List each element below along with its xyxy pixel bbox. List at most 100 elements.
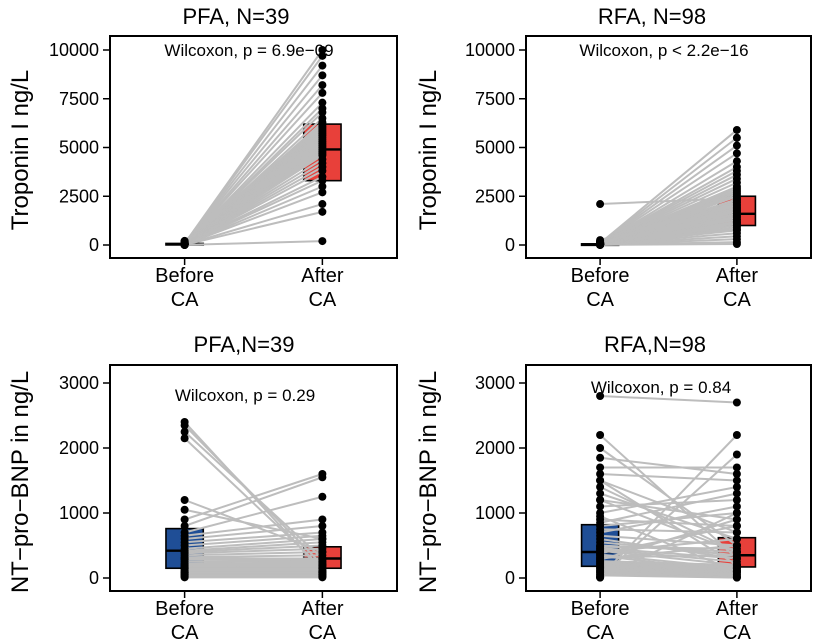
panel-troponin-rfa: RFA, N=98 Troponin I ng/L 0 2500 5000 7500 1… (415, 4, 812, 311)
pair-line (184, 562, 323, 566)
point-after (318, 114, 327, 123)
point-after (318, 88, 327, 97)
pair-line (600, 528, 737, 534)
point-after (318, 188, 327, 197)
pair-line (599, 447, 738, 547)
point-after (732, 541, 741, 550)
y-axis-label: NT−pro−BNP in ng/L (7, 371, 34, 593)
y-tick-label: 0 (505, 568, 515, 588)
pair-line (600, 567, 737, 574)
point-before (596, 502, 605, 511)
point-after (732, 528, 741, 537)
x-tick-label: After CA (301, 265, 344, 311)
panel-title: PFA, N=39 (182, 4, 289, 29)
point-after (318, 207, 327, 216)
pair-line (184, 495, 323, 534)
pair-line (599, 152, 738, 245)
point-before (180, 573, 189, 582)
test-annotation: Wilcoxon, p = 0.84 (591, 378, 731, 397)
point-after (732, 470, 741, 478)
pair-line (183, 64, 324, 245)
point-before (596, 444, 605, 452)
pair-line (184, 476, 323, 527)
pair-line (184, 531, 323, 544)
pair-line (600, 561, 737, 568)
pair-line (184, 203, 323, 246)
pair-line (599, 499, 738, 553)
point-after (732, 496, 741, 504)
point-after (732, 141, 741, 150)
point-after (732, 483, 741, 491)
point-before (180, 421, 189, 430)
panel-title: PFA,N=39 (194, 332, 295, 357)
point-after (318, 46, 327, 54)
pair-line (599, 129, 738, 245)
point-after (732, 149, 741, 158)
y-tick-label: 3000 (475, 373, 515, 393)
y-tick-label: 0 (89, 235, 99, 255)
y-tick-label: 3000 (59, 373, 99, 393)
point-after (318, 172, 327, 181)
point-before (596, 431, 605, 439)
point-after (732, 450, 741, 459)
pair-line (599, 479, 738, 534)
point-after (318, 71, 327, 80)
pair-line (599, 505, 738, 534)
pair-line (184, 541, 323, 552)
pair-line (600, 570, 737, 577)
pair-line (184, 561, 323, 565)
point-after (732, 476, 741, 485)
y-tick-label: 1000 (59, 503, 99, 523)
point-after (732, 157, 741, 166)
point-after (732, 535, 741, 543)
point-before (596, 240, 605, 249)
point-after (732, 502, 741, 511)
pair-line (184, 518, 323, 537)
pair-line (184, 534, 323, 547)
pair-line (184, 210, 323, 246)
point-before (180, 239, 189, 248)
panel-title: RFA,N=98 (604, 332, 706, 357)
point-before (596, 483, 605, 491)
y-axis-label: Troponin I ng/L (415, 70, 442, 231)
point-before (596, 573, 605, 582)
pair-line (599, 136, 738, 245)
pair-line (183, 49, 324, 245)
point-after (318, 200, 327, 209)
point-after (318, 104, 327, 113)
pair-line (184, 538, 323, 550)
pair-line (600, 569, 737, 576)
pair-line (184, 560, 323, 563)
y-axis-label: Troponin I ng/L (7, 70, 34, 231)
test-annotation: Wilcoxon, p = 6.9e−09 (164, 41, 333, 60)
point-after (732, 163, 741, 171)
pair-line (184, 551, 323, 557)
pair-line (599, 144, 738, 245)
pair-line (600, 560, 737, 566)
point-after (318, 182, 327, 191)
pair-line (183, 74, 324, 245)
pair-line (600, 566, 737, 573)
y-tick-label: 5000 (475, 138, 515, 158)
pair-line (599, 160, 738, 245)
y-tick-label: 10000 (465, 40, 515, 60)
pair-line (599, 492, 738, 524)
point-before (596, 463, 605, 472)
x-tick-label: After CA (716, 265, 759, 311)
point-after (318, 573, 327, 582)
point-before (180, 434, 189, 443)
point-before (180, 427, 189, 436)
point-after (732, 515, 741, 524)
point-after (732, 133, 741, 142)
y-tick-label: 10000 (49, 40, 99, 60)
y-tick-label: 2000 (475, 438, 515, 458)
x-tick-label: Before CA (571, 265, 630, 311)
pair-line (184, 525, 323, 540)
pair-line (184, 547, 323, 555)
pair-line (184, 473, 323, 521)
y-tick-label: 7500 (59, 89, 99, 109)
point-before (180, 496, 189, 504)
point-after (732, 398, 741, 407)
x-tick-label: Before CA (571, 598, 630, 640)
